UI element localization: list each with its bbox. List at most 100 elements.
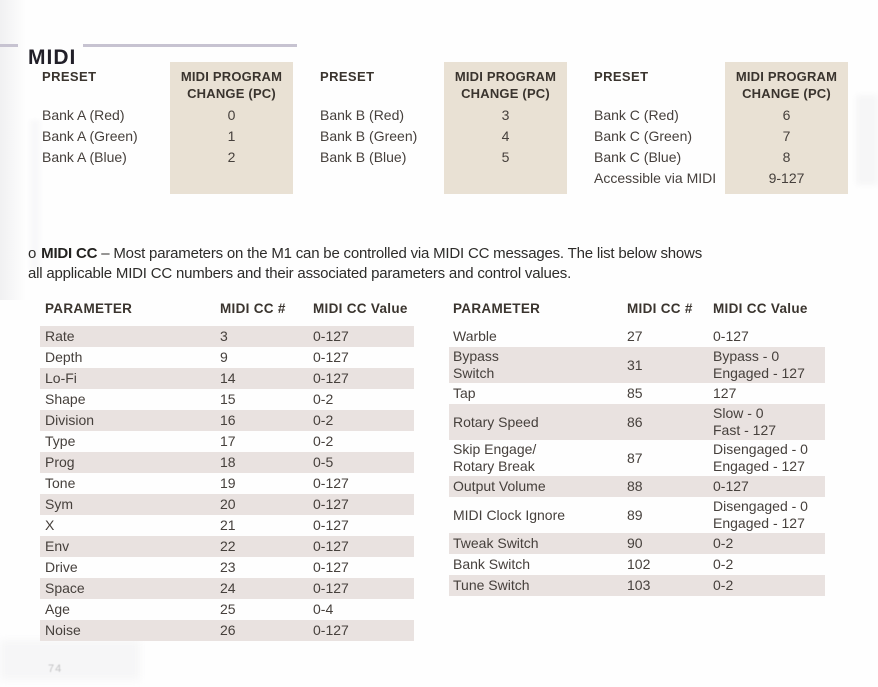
cell-parameter: MIDI Clock Ignore <box>453 506 566 523</box>
table-row: Shape 15 0-2 <box>40 389 414 410</box>
cell-cc: 16 <box>220 412 236 428</box>
cell-cc: 26 <box>220 622 236 638</box>
cell-value: 0-2 <box>713 556 734 572</box>
column-header: PARAMETER <box>453 301 541 316</box>
cell-cc: 17 <box>220 433 236 449</box>
pc-row-value: 5 <box>501 149 510 165</box>
cell-cc: 87 <box>627 449 643 466</box>
preset-column-header: PRESET <box>320 69 375 84</box>
preset-table-bank-c: PRESET Bank C (Red) Bank C (Green) Bank C … <box>594 62 848 194</box>
cell-parameter: Warble <box>453 328 497 344</box>
pc-column-header: MIDI PROGRAM CHANGE (PC) <box>735 69 838 101</box>
cell-value: 0-5 <box>313 454 334 470</box>
cell-cc: 89 <box>627 506 643 523</box>
cell-value: Slow - 0 Fast - 127 <box>713 405 777 438</box>
table-row: Warble 27 0-127 <box>449 326 825 347</box>
cell-cc: 14 <box>220 370 236 386</box>
cell-parameter: Tone <box>45 475 76 491</box>
cell-parameter: Noise <box>45 622 81 638</box>
preset-row-label: Bank A (Blue) <box>42 149 127 165</box>
cell-value: 0-2 <box>713 535 734 551</box>
cell-value: 0-127 <box>313 370 349 386</box>
cell-parameter: Output Volume <box>453 478 546 494</box>
cell-cc: 23 <box>220 559 236 575</box>
table-row: Tweak Switch 90 0-2 <box>449 533 825 554</box>
column-header: MIDI CC # <box>220 301 286 316</box>
cell-parameter: Tweak Switch <box>453 535 539 551</box>
cell-value: 0-2 <box>313 391 334 407</box>
cell-cc: 15 <box>220 391 236 407</box>
pc-row-value: 9-127 <box>768 170 805 186</box>
table-row: X 21 0-127 <box>40 515 414 536</box>
table-row: Output Volume 88 0-127 <box>449 476 825 497</box>
pc-values: 0 1 2 <box>170 105 293 168</box>
cell-cc: 86 <box>627 413 643 430</box>
cell-parameter: Rate <box>45 328 75 344</box>
preset-row-label: Bank A (Green) <box>42 128 138 144</box>
preset-row-label: Bank B (Green) <box>320 128 418 144</box>
table-row: Bypass Switch 31 Bypass - 0 Engaged - 127 <box>449 347 825 383</box>
table-row: Noise 26 0-127 <box>40 620 414 641</box>
pc-values: 3 4 5 <box>444 105 567 168</box>
table-row: Sym 20 0-127 <box>40 494 414 515</box>
cell-cc: 27 <box>627 328 643 344</box>
cell-value: 0-127 <box>313 580 349 596</box>
pc-column-box: MIDI PROGRAM CHANGE (PC) 0 1 2 <box>170 62 293 194</box>
table-row: Prog 18 0-5 <box>40 452 414 473</box>
pc-values: 6 7 8 9-127 <box>725 105 848 189</box>
pc-row-value: 8 <box>782 149 791 165</box>
cell-value: 0-127 <box>713 478 749 494</box>
table-row: Rotary Speed 86 Slow - 0 Fast - 127 <box>449 404 825 440</box>
column-header: MIDI CC Value <box>713 301 808 316</box>
table-row: Type 17 0-2 <box>40 431 414 452</box>
cc-table-left: PARAMETER MIDI CC # MIDI CC Value Rate 3 0-1… <box>40 297 414 641</box>
cell-value: 0-127 <box>313 349 349 365</box>
cell-parameter: X <box>45 517 55 533</box>
cell-parameter: Tap <box>453 385 476 401</box>
preset-table-bank-a: PRESET Bank A (Red) Bank A (Green) Bank A … <box>42 62 293 194</box>
preset-row-label: Bank A (Red) <box>42 107 125 123</box>
column-header: MIDI CC # <box>627 301 693 316</box>
cell-value: 0-4 <box>313 601 334 617</box>
pc-row-value: 6 <box>782 107 791 123</box>
preset-column-header: PRESET <box>594 69 649 84</box>
cell-parameter: Space <box>45 580 85 596</box>
cell-cc: 3 <box>220 328 228 344</box>
pc-column-header: MIDI PROGRAM CHANGE (PC) <box>454 69 557 101</box>
cell-value: 0-127 <box>313 328 349 344</box>
preset-row-label: Bank B (Blue) <box>320 149 407 165</box>
cell-parameter: Sym <box>45 496 73 512</box>
cell-value: 0-2 <box>313 412 334 428</box>
cell-cc: 22 <box>220 538 236 554</box>
cell-parameter: Shape <box>45 391 86 407</box>
title-rule-left <box>0 44 18 47</box>
preset-row-label: Bank B (Red) <box>320 107 405 123</box>
cell-cc: 19 <box>220 475 236 491</box>
cell-parameter: Tune Switch <box>453 577 530 593</box>
table-row: Tune Switch 103 0-2 <box>449 575 825 596</box>
cell-parameter: Rotary Speed <box>453 413 539 430</box>
preset-row-label: Bank C (Green) <box>594 128 693 144</box>
cell-cc: 25 <box>220 601 236 617</box>
cell-cc: 9 <box>220 349 228 365</box>
table-row: Space 24 0-127 <box>40 578 414 599</box>
cell-cc: 31 <box>627 356 643 373</box>
table-row: Env 22 0-127 <box>40 536 414 557</box>
table-row: Rate 3 0-127 <box>40 326 414 347</box>
cc-table-body: Rate 3 0-127 Depth 9 0-127 Lo-Fi 14 0-127 Shape 15… <box>40 326 414 641</box>
preset-labels: Bank B (Red) Bank B (Green) Bank B (Blue) <box>320 105 441 168</box>
preset-labels: Bank C (Red) Bank C (Green) Bank C (Blue) A… <box>594 105 722 189</box>
cell-parameter: Skip Engage/Rotary Break <box>453 441 537 474</box>
bullet: o <box>28 245 37 262</box>
preset-column-header: PRESET <box>42 69 97 84</box>
preset-row-label: Bank C (Blue) <box>594 149 682 165</box>
cell-parameter: Bypass Switch <box>453 348 499 381</box>
cell-value: 0-2 <box>713 577 734 593</box>
preset-labels: Bank A (Red) Bank A (Green) Bank A (Blue) <box>42 105 167 168</box>
pc-column-box: MIDI PROGRAM CHANGE (PC) 6 7 8 9-127 <box>725 62 848 194</box>
paragraph-line-2: all applicable MIDI CC numbers and their… <box>28 264 572 282</box>
cell-cc: 103 <box>627 577 651 593</box>
cell-cc: 102 <box>627 556 651 572</box>
page-title: MIDI <box>28 46 77 70</box>
